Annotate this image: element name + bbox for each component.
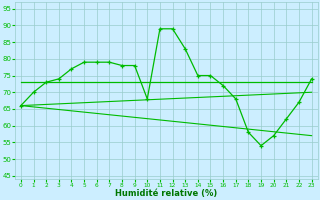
X-axis label: Humidité relative (%): Humidité relative (%) — [115, 189, 217, 198]
